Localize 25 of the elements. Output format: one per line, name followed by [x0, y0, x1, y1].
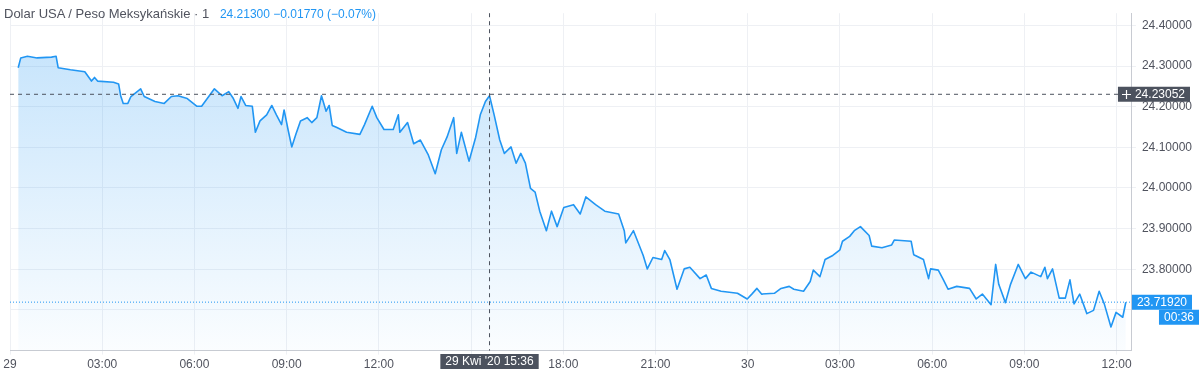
x-tick-label: 03:00 [87, 357, 118, 372]
x-tick-label: 21:00 [640, 357, 671, 372]
y-tick-label: 23.90000 [1141, 220, 1193, 235]
x-tick-label: 12:00 [363, 357, 395, 372]
x-tick-label: 03:00 [824, 357, 856, 372]
ref-line-label: 24.23052 [1134, 87, 1186, 102]
chart-subtitle: 24.21300 −0.01770 (−0.07%) [219, 7, 377, 21]
y-tick-label: 24.20000 [1141, 99, 1193, 114]
x-tick-label: 18:00 [548, 357, 579, 372]
y-tick-label: 24.40000 [1141, 17, 1193, 32]
x-tick-label: 09:00 [271, 357, 302, 372]
x-tick-label: 29 [3, 357, 17, 372]
y-tick-label: 24.10000 [1141, 139, 1193, 154]
text: 00:36 [1163, 309, 1195, 324]
x-tick-label: 30 [741, 357, 755, 372]
x-tick-label: 06:00 [917, 357, 948, 372]
x-tick-label: 06:00 [179, 357, 210, 372]
ref-line-label: 23.71920 [1136, 294, 1188, 309]
y-tick-label: 24.00000 [1141, 180, 1193, 195]
ref-line-label: 29 Kwi '20 15:36 [445, 354, 535, 369]
x-tick-label: 09:00 [1009, 357, 1040, 372]
chart-title: Dolar USA / Peso Meksykańskie · 1 [4, 6, 210, 21]
x-tick-label: 12:00 [1101, 357, 1132, 372]
y-tick-label: 23.80000 [1141, 261, 1193, 276]
y-tick-label: 24.30000 [1141, 58, 1193, 73]
